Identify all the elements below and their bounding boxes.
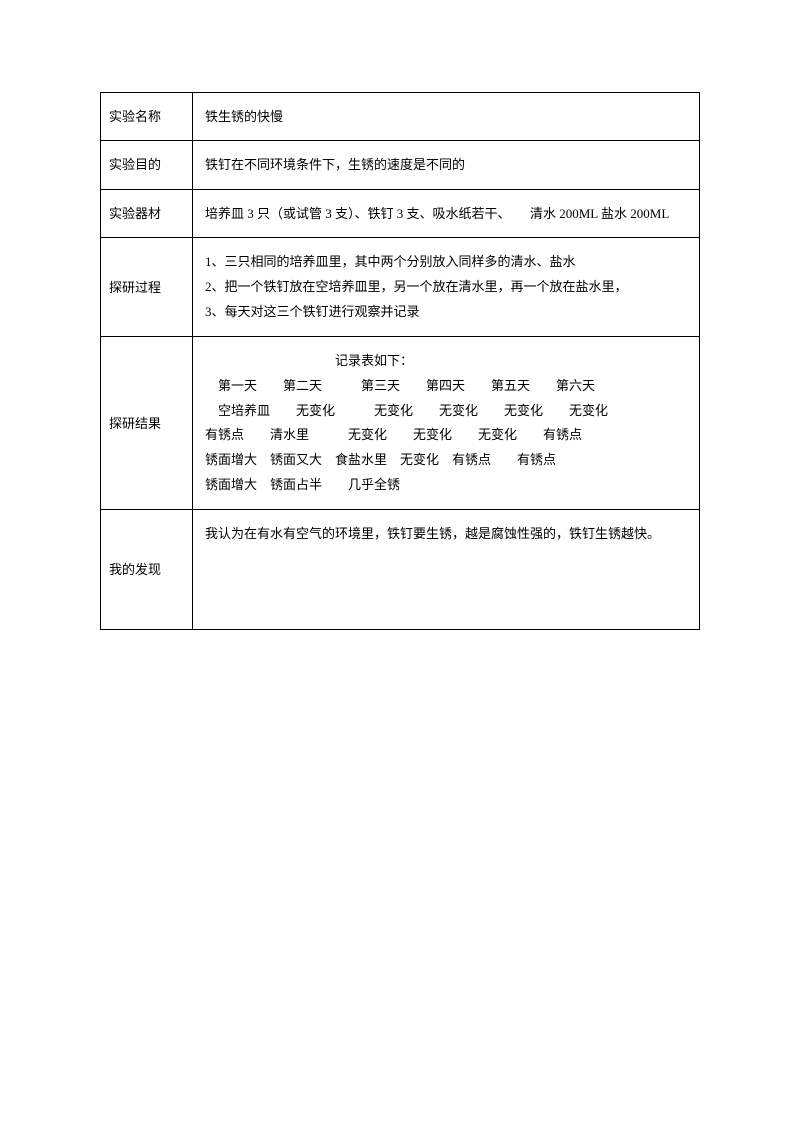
result-title: 记录表如下： xyxy=(205,349,687,374)
row-equipment: 实验器材 培养皿 3 只（或试管 3 支）、铁钉 3 支、吸水纸若干、 清水 2… xyxy=(101,189,700,237)
content-result: 记录表如下： 第一天 第二天 第三天 第四天 第五天 第六天 空培养皿 无变化 … xyxy=(193,337,700,510)
content-name: 铁生锈的快慢 xyxy=(193,93,700,141)
experiment-table: 实验名称 铁生锈的快慢 实验目的 铁钉在不同环境条件下，生锈的速度是不同的 实验… xyxy=(100,92,700,630)
row-finding: 我的发现 我认为在有水有空气的环境里，铁钉要生锈，越是腐蚀性强的，铁钉生锈越快。 xyxy=(101,510,700,630)
row-result: 探研结果 记录表如下： 第一天 第二天 第三天 第四天 第五天 第六天 空培养皿… xyxy=(101,337,700,510)
label-finding: 我的发现 xyxy=(101,510,193,630)
process-line2: 2、把一个铁钉放在空培养皿里，另一个放在清水里，再一个放在盐水里， xyxy=(205,275,687,300)
result-line3: 有锈点 清水里 无变化 无变化 无变化 有锈点 xyxy=(205,423,687,448)
content-purpose: 铁钉在不同环境条件下，生锈的速度是不同的 xyxy=(193,141,700,189)
content-process: 1、三只相同的培养皿里，其中两个分别放入同样多的清水、盐水 2、把一个铁钉放在空… xyxy=(193,238,700,337)
process-line3: 3、每天对这三个铁钉进行观察并记录 xyxy=(205,300,687,325)
row-process: 探研过程 1、三只相同的培养皿里，其中两个分别放入同样多的清水、盐水 2、把一个… xyxy=(101,238,700,337)
label-equipment: 实验器材 xyxy=(101,189,193,237)
result-line4: 锈面增大 锈面又大 食盐水里 无变化 有锈点 有锈点 xyxy=(205,448,687,473)
label-process: 探研过程 xyxy=(101,238,193,337)
result-line5: 锈面增大 锈面占半 几乎全锈 xyxy=(205,473,687,498)
content-equipment: 培养皿 3 只（或试管 3 支）、铁钉 3 支、吸水纸若干、 清水 200ML … xyxy=(193,189,700,237)
row-purpose: 实验目的 铁钉在不同环境条件下，生锈的速度是不同的 xyxy=(101,141,700,189)
result-line2: 空培养皿 无变化 无变化 无变化 无变化 无变化 xyxy=(205,399,687,424)
label-name: 实验名称 xyxy=(101,93,193,141)
label-result: 探研结果 xyxy=(101,337,193,510)
content-finding: 我认为在有水有空气的环境里，铁钉要生锈，越是腐蚀性强的，铁钉生锈越快。 xyxy=(193,510,700,630)
label-purpose: 实验目的 xyxy=(101,141,193,189)
result-line1: 第一天 第二天 第三天 第四天 第五天 第六天 xyxy=(205,374,687,399)
process-line1: 1、三只相同的培养皿里，其中两个分别放入同样多的清水、盐水 xyxy=(205,250,687,275)
row-name: 实验名称 铁生锈的快慢 xyxy=(101,93,700,141)
